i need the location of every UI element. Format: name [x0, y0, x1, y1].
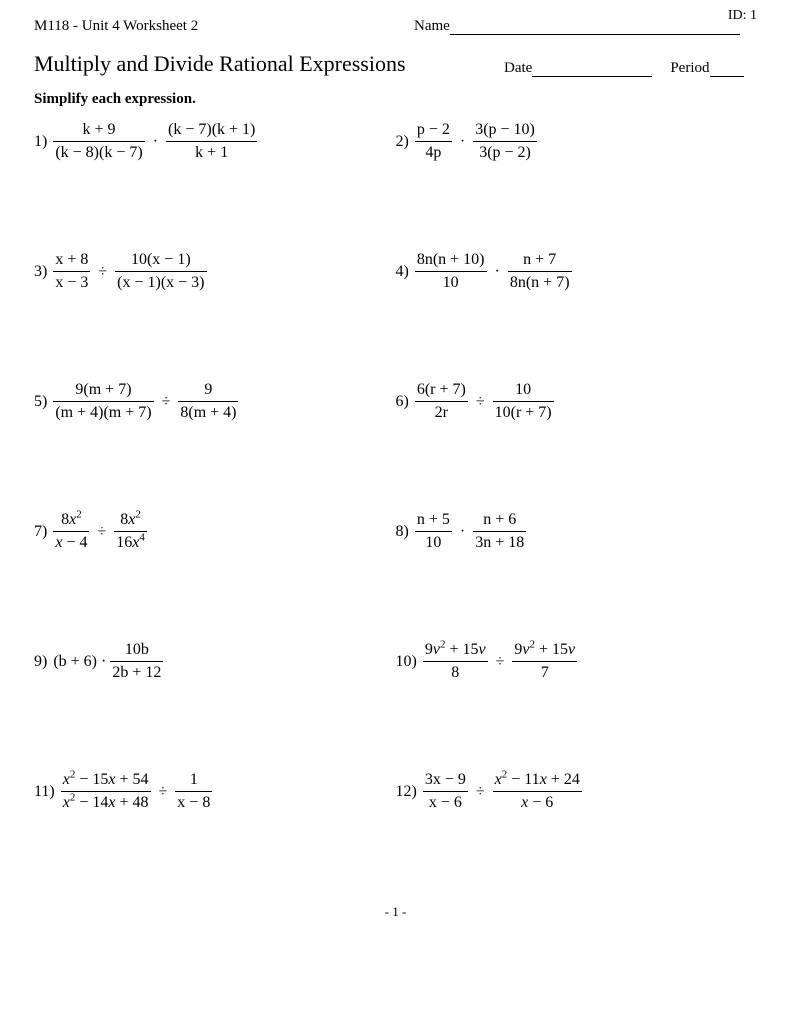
fraction: 6(r + 7) 2r: [415, 380, 468, 423]
fraction: 9v2 + 15v 7: [512, 640, 577, 683]
expression: 8x2 x − 4 ÷ 8x2 16x4: [53, 510, 147, 553]
fraction: n + 7 8n(n + 7): [508, 250, 572, 293]
fraction: 3(p − 10) 3(p − 2): [473, 120, 537, 163]
fraction: 10b 2b + 12: [110, 640, 163, 683]
problem-6: 6) 6(r + 7) 2r ÷ 10 10(r + 7): [396, 380, 758, 423]
operator: ÷: [94, 263, 111, 281]
operator: ÷: [93, 523, 110, 541]
problem-9: 9) (b + 6) · 10b 2b + 12: [34, 640, 396, 683]
problem-8: 8) n + 5 10 · n + 6 3n + 18: [396, 510, 758, 553]
period-blank[interactable]: [710, 63, 744, 77]
expression: k + 9 (k − 8)(k − 7) · (k − 7)(k + 1) k …: [53, 120, 257, 163]
problem-number: 7): [34, 523, 47, 541]
problem-number: 3): [34, 263, 47, 281]
name-blank[interactable]: [450, 21, 740, 35]
problem-number: 12): [396, 783, 417, 801]
problem-number: 9): [34, 653, 47, 671]
problem-number: 4): [396, 263, 409, 281]
problem-3: 3) x + 8 x − 3 ÷ 10(x − 1) (x − 1)(x − 3…: [34, 250, 396, 293]
problem-row: 3) x + 8 x − 3 ÷ 10(x − 1) (x − 1)(x − 3…: [34, 250, 757, 380]
fraction: 9(m + 7) (m + 4)(m + 7): [53, 380, 153, 423]
expression: 3x − 9 x − 6 ÷ x2 − 11x + 24 x − 6: [423, 770, 582, 813]
problem-10: 10) 9v2 + 15v 8 ÷ 9v2 + 15v 7: [396, 640, 758, 683]
expression: n + 5 10 · n + 6 3n + 18: [415, 510, 526, 553]
worksheet-page: ID: 1 M118 - Unit 4 Worksheet 2 Name Mul…: [0, 0, 791, 1024]
problem-number: 10): [396, 653, 417, 671]
problem-row: 5) 9(m + 7) (m + 4)(m + 7) ÷ 9 8(m + 4): [34, 380, 757, 510]
problem-5: 5) 9(m + 7) (m + 4)(m + 7) ÷ 9 8(m + 4): [34, 380, 396, 423]
expression: p − 2 4p · 3(p − 10) 3(p − 2): [415, 120, 537, 163]
problems-grid: 1) k + 9 (k − 8)(k − 7) · (k − 7)(k + 1)…: [34, 120, 757, 900]
fraction: x2 − 15x + 54 x2 − 14x + 48: [61, 770, 151, 813]
leading-term: (b + 6) ·: [53, 653, 106, 671]
expression: (b + 6) · 10b 2b + 12: [53, 640, 163, 683]
operator: ·: [491, 263, 504, 281]
problem-number: 8): [396, 523, 409, 541]
problem-12: 12) 3x − 9 x − 6 ÷ x2 − 11x + 24 x − 6: [396, 770, 758, 813]
fraction: 8x2 x − 4: [53, 510, 89, 553]
course-label: M118 - Unit 4 Worksheet 2: [34, 18, 414, 35]
problem-number: 2): [396, 133, 409, 151]
problem-7: 7) 8x2 x − 4 ÷ 8x2 16x4: [34, 510, 396, 553]
expression: 8n(n + 10) 10 · n + 7 8n(n + 7): [415, 250, 572, 293]
expression: 6(r + 7) 2r ÷ 10 10(r + 7): [415, 380, 554, 423]
date-label: Date: [504, 60, 532, 77]
fraction: n + 6 3n + 18: [473, 510, 526, 553]
fraction: 8n(n + 10) 10: [415, 250, 487, 293]
problem-row: 7) 8x2 x − 4 ÷ 8x2 16x4 8): [34, 510, 757, 640]
fraction: p − 2 4p: [415, 120, 452, 163]
operator: ÷: [155, 783, 172, 801]
expression: 9(m + 7) (m + 4)(m + 7) ÷ 9 8(m + 4): [53, 380, 238, 423]
problem-row: 1) k + 9 (k − 8)(k − 7) · (k − 7)(k + 1)…: [34, 120, 757, 250]
period-label: Period: [670, 60, 709, 77]
fraction: (k − 7)(k + 1) k + 1: [166, 120, 257, 163]
problem-2: 2) p − 2 4p · 3(p − 10) 3(p − 2): [396, 120, 758, 163]
problem-number: 11): [34, 783, 55, 801]
operator: ÷: [492, 653, 509, 671]
fraction: k + 9 (k − 8)(k − 7): [53, 120, 144, 163]
problem-4: 4) 8n(n + 10) 10 · n + 7 8n(n + 7): [396, 250, 758, 293]
expression: x + 8 x − 3 ÷ 10(x − 1) (x − 1)(x − 3): [53, 250, 206, 293]
expression: x2 − 15x + 54 x2 − 14x + 48 ÷ 1 x − 8: [61, 770, 213, 813]
page-number: - 1 -: [34, 904, 757, 920]
fraction: n + 5 10: [415, 510, 452, 553]
header-row-1: M118 - Unit 4 Worksheet 2 Name: [34, 18, 757, 35]
worksheet-id: ID: 1: [728, 8, 757, 24]
name-label: Name: [414, 18, 450, 35]
operator: ÷: [472, 393, 489, 411]
worksheet-title: Multiply and Divide Rational Expressions: [34, 51, 504, 77]
problem-number: 5): [34, 393, 47, 411]
operator: ·: [456, 133, 469, 151]
instructions: Simplify each expression.: [34, 91, 757, 108]
operator: ·: [149, 133, 162, 151]
date-blank[interactable]: [532, 63, 652, 77]
fraction: 10(x − 1) (x − 1)(x − 3): [115, 250, 206, 293]
problem-number: 6): [396, 393, 409, 411]
operator: ·: [456, 523, 469, 541]
fraction: x + 8 x − 3: [53, 250, 90, 293]
title-row: Multiply and Divide Rational Expressions…: [34, 51, 757, 77]
expression: 9v2 + 15v 8 ÷ 9v2 + 15v 7: [423, 640, 577, 683]
operator: ÷: [472, 783, 489, 801]
fraction: 1 x − 8: [175, 770, 212, 813]
problem-11: 11) x2 − 15x + 54 x2 − 14x + 48 ÷ 1 x − …: [34, 770, 396, 813]
problem-1: 1) k + 9 (k − 8)(k − 7) · (k − 7)(k + 1)…: [34, 120, 396, 163]
operator: ÷: [158, 393, 175, 411]
fraction: x2 − 11x + 24 x − 6: [493, 770, 582, 813]
fraction: 10 10(r + 7): [493, 380, 554, 423]
fraction: 9v2 + 15v 8: [423, 640, 488, 683]
fraction: 8x2 16x4: [114, 510, 147, 553]
fraction: 3x − 9 x − 6: [423, 770, 468, 813]
problem-row: 9) (b + 6) · 10b 2b + 12 10) 9v2 + 15v: [34, 640, 757, 770]
fraction: 9 8(m + 4): [178, 380, 238, 423]
problem-row: 11) x2 − 15x + 54 x2 − 14x + 48 ÷ 1 x − …: [34, 770, 757, 900]
problem-number: 1): [34, 133, 47, 151]
